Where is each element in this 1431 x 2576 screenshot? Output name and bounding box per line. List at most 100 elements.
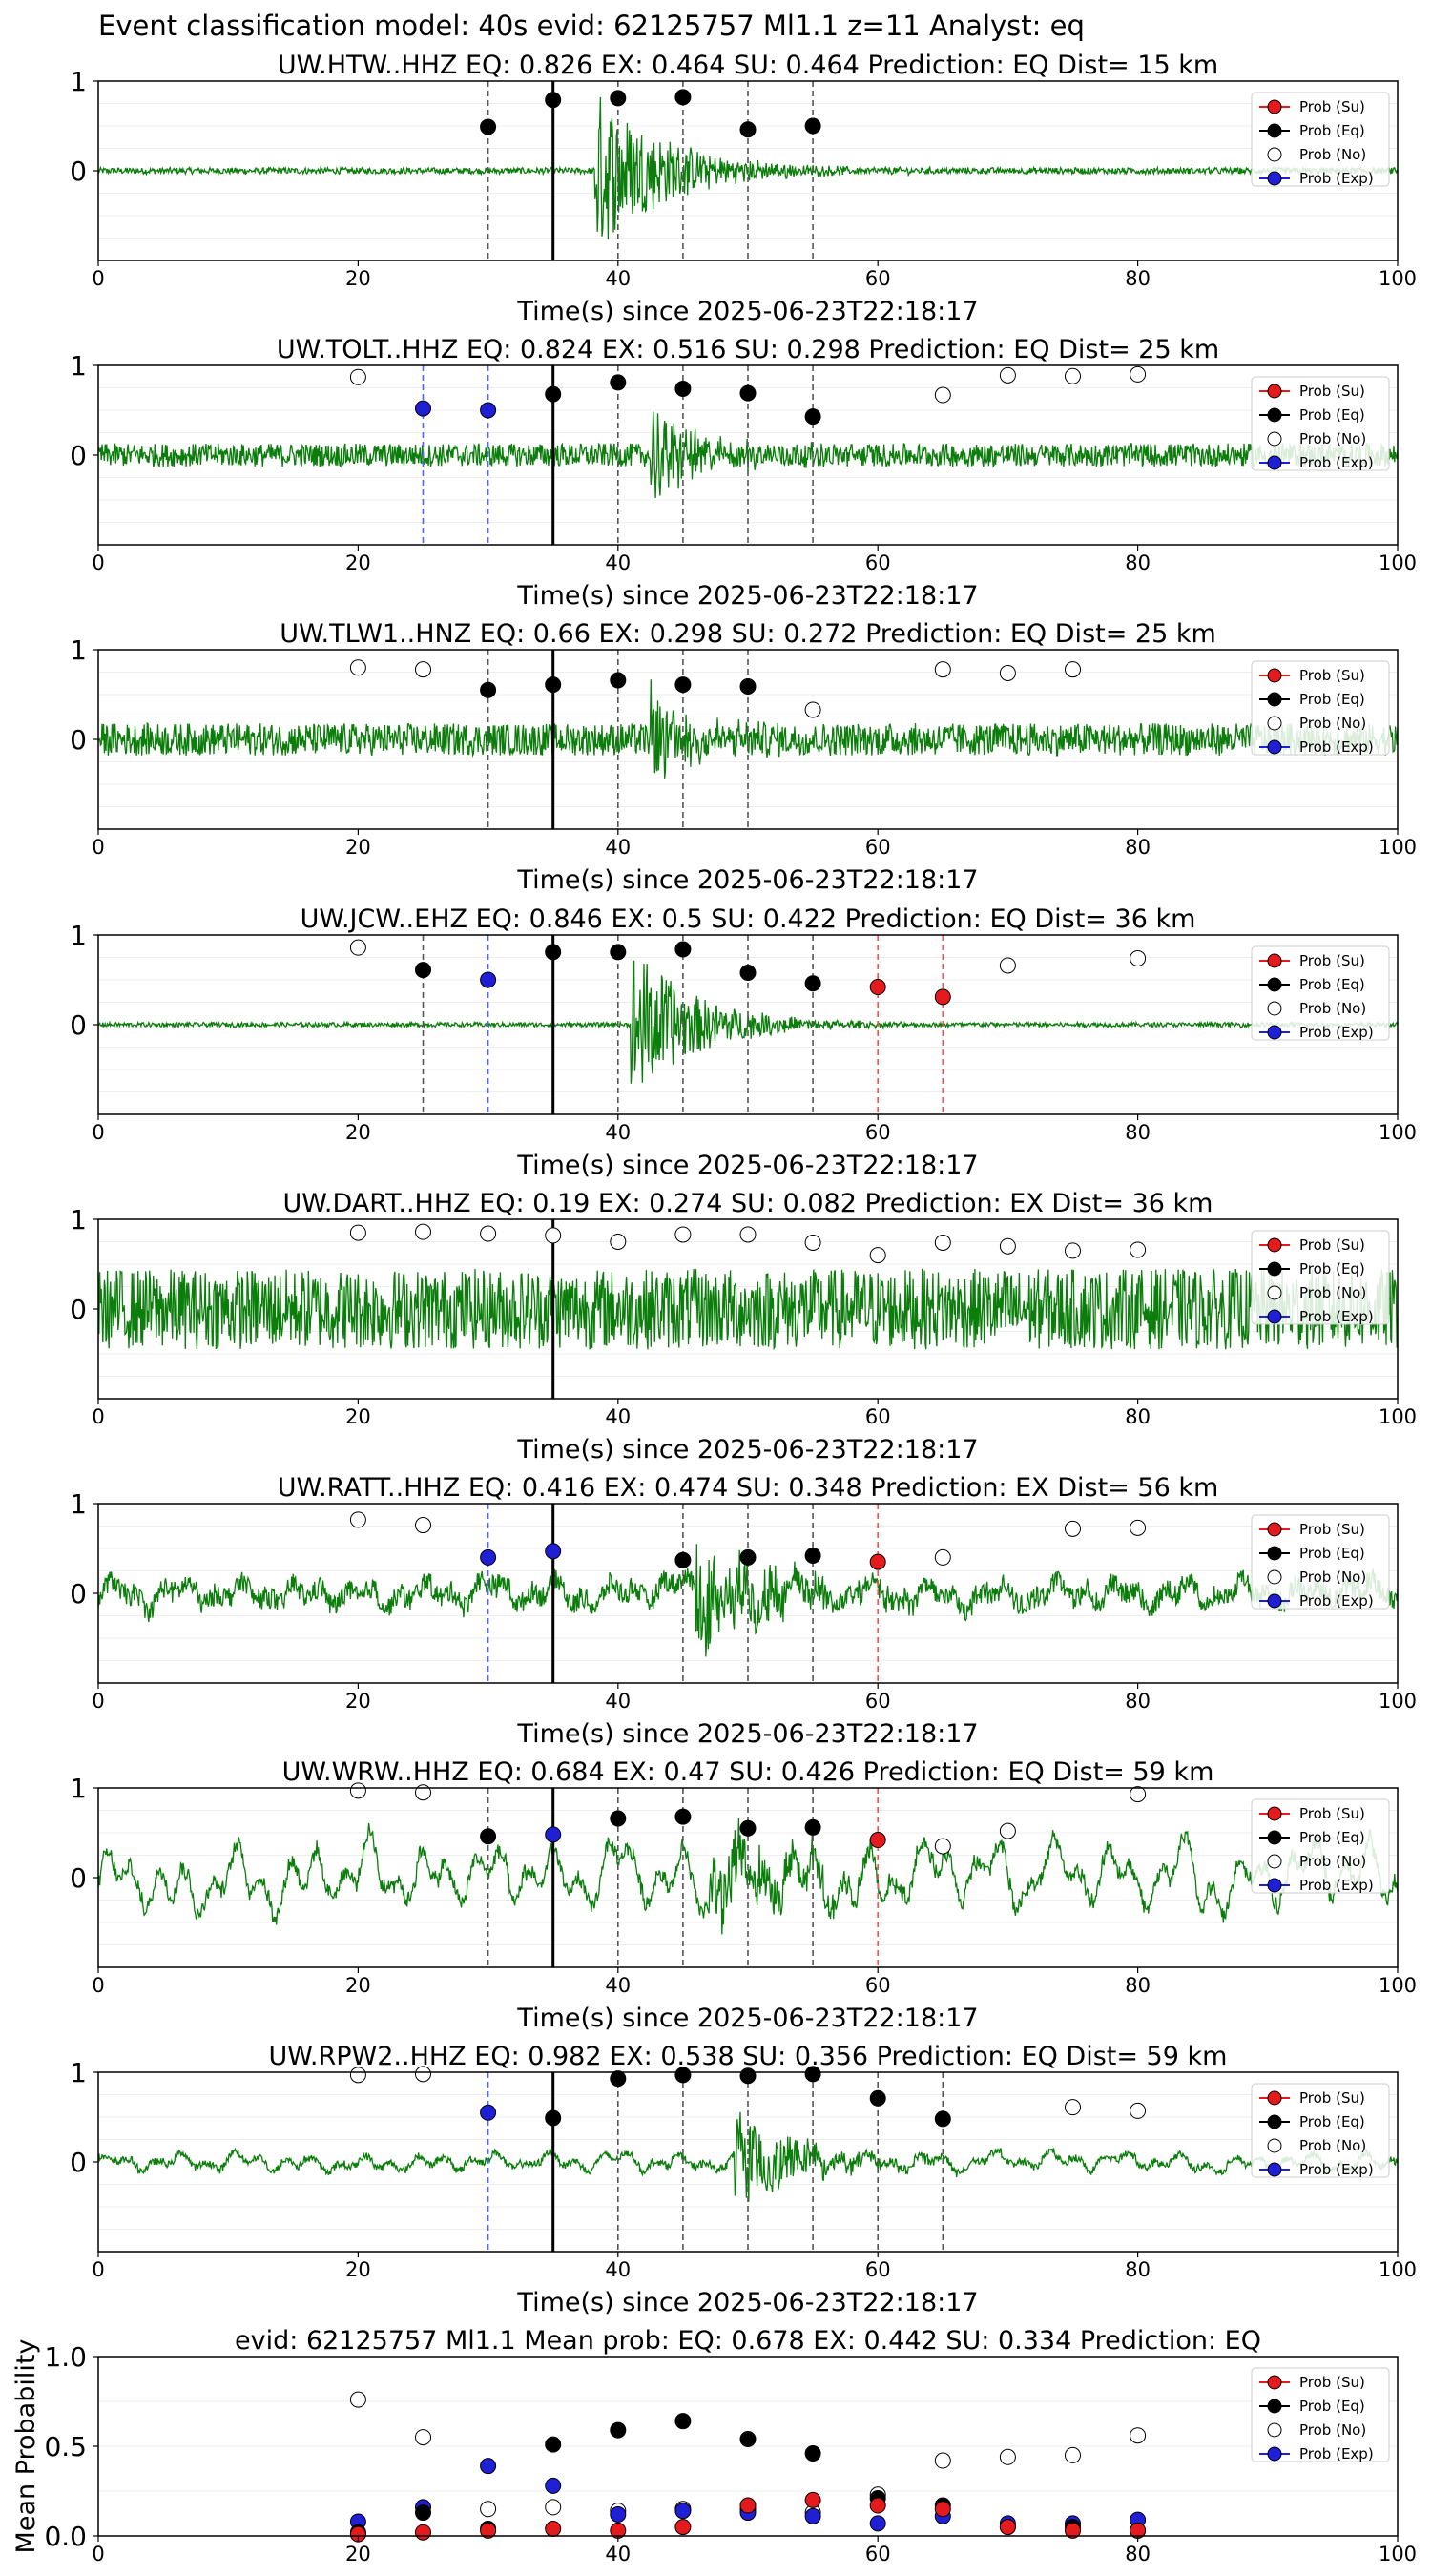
prob-marker-no [674, 1226, 692, 1243]
prob-marker-no [1065, 661, 1081, 678]
prob-marker-no [1130, 2102, 1147, 2119]
x-tick-label: 80 [1125, 1405, 1151, 1428]
x-axis-label: Time(s) since 2025-06-23T22:18:17 [516, 2004, 978, 2033]
x-tick-label: 0 [92, 1121, 104, 1144]
panel-1: 0 20 40 60 80 100 1 0 UW.HTW..HHZ EQ: 0.826 EX: … [70, 51, 1417, 326]
legend-marker-no [1267, 1001, 1282, 1016]
y-tick-label: 1 [70, 350, 87, 382]
prob-marker-su [739, 2497, 757, 2514]
legend-box [1251, 2083, 1390, 2178]
prob-marker-no [545, 1227, 562, 1244]
x-tick-label: 40 [605, 1405, 631, 1428]
legend-marker-no [1267, 2422, 1282, 2438]
prob-marker-no [545, 2499, 562, 2516]
prob-marker-su [674, 2519, 692, 2536]
prob-marker-no [999, 366, 1016, 384]
prob-marker-exp [869, 2515, 886, 2532]
x-tick-label: 20 [345, 267, 371, 290]
x-tick-label: 60 [865, 267, 891, 290]
prob-marker-su [545, 2520, 562, 2537]
legend-label: Prob (Su) [1299, 1236, 1365, 1254]
prob-marker-no [934, 2452, 951, 2469]
y-tick-label: 1 [70, 66, 87, 97]
legend-label: Prob (Su) [1299, 383, 1365, 400]
x-tick-label: 80 [1125, 2258, 1151, 2281]
panel-title: UW.WRW..HHZ EQ: 0.684 EX: 0.47 SU: 0.426… [282, 1757, 1214, 1787]
prob-marker-eq [415, 2504, 431, 2522]
y-tick-label: 0.5 [44, 2431, 87, 2462]
y-tick-label: 1 [70, 1773, 87, 1804]
prob-marker-eq [545, 944, 562, 961]
prob-marker-eq [804, 2445, 821, 2462]
x-tick-label: 100 [1379, 1121, 1417, 1144]
x-tick-label: 20 [345, 1121, 371, 1144]
prob-marker-eq [610, 672, 627, 689]
y-tick-label: 0 [70, 156, 87, 187]
x-tick-label: 100 [1379, 1690, 1417, 1713]
prob-marker-exp [545, 2477, 562, 2494]
legend-marker-no [1267, 431, 1282, 447]
legend-label: Prob (Exp) [1299, 738, 1374, 756]
x-tick-label: 40 [605, 551, 631, 574]
legend-label: Prob (Eq) [1299, 2113, 1365, 2130]
prob-marker-su [415, 2524, 431, 2541]
prob-marker-no [934, 386, 951, 404]
legend-label: Prob (Eq) [1299, 2398, 1365, 2415]
panel-title: evid: 62125757 Ml1.1 Mean prob: EQ: 0.67… [235, 2326, 1261, 2356]
x-tick-label: 40 [605, 2258, 631, 2281]
legend-marker-exp [1267, 171, 1282, 186]
legend-label: Prob (Exp) [1299, 1308, 1374, 1325]
legend-label: Prob (Eq) [1299, 122, 1365, 139]
x-tick-label: 80 [1125, 267, 1151, 290]
legend-label: Prob (No) [1299, 2421, 1366, 2439]
y-tick-label: 1 [70, 634, 87, 666]
prob-marker-no [415, 2066, 431, 2083]
x-tick-label: 60 [865, 2543, 891, 2566]
x-tick-label: 60 [865, 551, 891, 574]
prob-marker-eq [869, 2089, 886, 2107]
waveform-trace [97, 1268, 1399, 1351]
prob-marker-eq [934, 2110, 951, 2128]
x-axis-label: Time(s) since 2025-06-23T22:18:17 [516, 297, 978, 326]
legend-marker-eq [1267, 977, 1282, 992]
legend-marker-no [1267, 147, 1282, 162]
legend-marker-eq [1267, 123, 1282, 138]
prob-marker-exp [545, 1826, 562, 1843]
prob-marker-eq [804, 117, 821, 135]
panel-3: 0 20 40 60 80 100 1 0 UW.TLW1..HNZ EQ: 0.66 EX: … [70, 619, 1417, 895]
legend-label: Prob (Su) [1299, 2089, 1365, 2107]
legend-label: Prob (Su) [1299, 2374, 1365, 2391]
prob-marker-no [1130, 1786, 1147, 1803]
prob-marker-eq [674, 2067, 692, 2084]
x-axis-label: Time(s) since 2025-06-23T22:18:17 [516, 865, 978, 895]
x-tick-label: 60 [865, 1405, 891, 1428]
y-tick-label: 0 [70, 1578, 87, 1610]
panel-8: 0 20 40 60 80 100 1 0 UW.RPW2..HHZ EQ: 0.982 EX:… [70, 2042, 1417, 2317]
prob-marker-no [1130, 949, 1147, 966]
legend-label: Prob (Exp) [1299, 2161, 1374, 2178]
legend-label: Prob (Su) [1299, 1521, 1365, 1538]
prob-marker-no [349, 1224, 366, 1241]
prob-marker-no [869, 1247, 886, 1264]
legend-label: Prob (Eq) [1299, 976, 1365, 993]
prob-marker-no [1065, 2446, 1081, 2463]
legend-box [1251, 1230, 1390, 1325]
prob-marker-no [415, 1517, 431, 1534]
prob-marker-eq [674, 380, 692, 397]
legend-box [1251, 376, 1390, 471]
legend-marker-exp [1267, 2446, 1282, 2462]
y-tick-label: 1 [70, 2057, 87, 2088]
x-tick-label: 80 [1125, 1974, 1151, 1997]
legend-marker-su [1267, 1237, 1282, 1253]
x-tick-label: 80 [1125, 1690, 1151, 1713]
x-tick-label: 80 [1125, 2543, 1151, 2566]
prob-marker-eq [804, 408, 821, 426]
x-tick-label: 40 [605, 1690, 631, 1713]
x-tick-label: 40 [605, 836, 631, 859]
legend-label: Prob (Eq) [1299, 691, 1365, 708]
prob-marker-no [1065, 1520, 1081, 1537]
legend-marker-su [1267, 953, 1282, 968]
x-tick-label: 20 [345, 2543, 371, 2566]
legend-label: Prob (Su) [1299, 667, 1365, 684]
